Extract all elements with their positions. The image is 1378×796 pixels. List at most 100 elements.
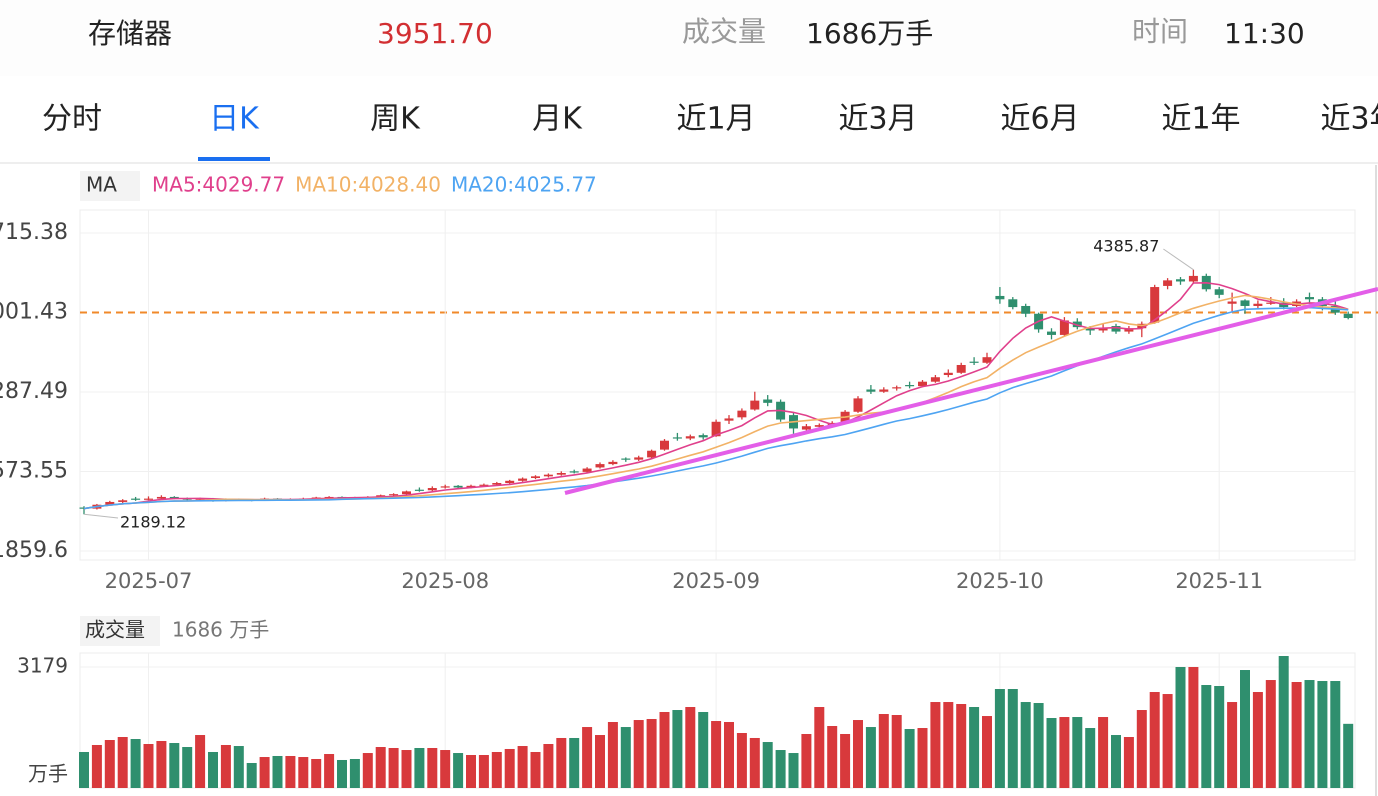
y-tick-label: 1859.6: [0, 538, 68, 563]
candle-body: [453, 485, 463, 488]
volume-bar: [917, 728, 928, 788]
tab[interactable]: 周K: [370, 102, 421, 137]
volume-bar: [1085, 728, 1096, 788]
volume-bar: [582, 727, 593, 788]
candle-body: [660, 440, 669, 450]
candle-body: [930, 377, 940, 382]
volume-bar: [659, 711, 670, 788]
annotation-leader: [83, 513, 119, 519]
volume-bar: [724, 722, 734, 788]
volume-bar: [504, 748, 515, 788]
volume-bar: [1201, 685, 1212, 788]
volume-bar: [1317, 681, 1328, 788]
candle-body: [131, 498, 141, 500]
legend-box: [80, 616, 160, 646]
volume-bar: [1123, 736, 1134, 788]
time-value: 11:30: [1224, 17, 1305, 50]
volume-bar: [620, 727, 631, 788]
volume-title: 成交量: [85, 618, 145, 642]
candle-body: [1059, 320, 1069, 335]
volume-bar: [220, 744, 231, 788]
volume-bar: [956, 704, 967, 788]
tab[interactable]: 近3月: [838, 102, 917, 137]
candle-body: [995, 295, 1005, 300]
volume-bar: [79, 751, 89, 788]
trend-line: [564, 287, 1378, 495]
candle-body: [1098, 328, 1108, 331]
volume-bar: [1046, 718, 1057, 788]
volume-bar: [530, 751, 541, 788]
x-tick-label: 2025-09: [672, 569, 760, 593]
volume-bar: [801, 733, 812, 788]
volume-bar: [1214, 685, 1225, 788]
candle-body: [1150, 287, 1160, 323]
candle-body: [621, 458, 631, 460]
candle-body: [1008, 299, 1018, 308]
time-label: 时间: [1132, 15, 1188, 48]
volume-bar: [285, 755, 296, 788]
volume-bar: [865, 727, 876, 788]
legend-label: MA: [86, 173, 117, 197]
candle-body: [608, 461, 618, 465]
candle-body: [969, 361, 979, 363]
stock-name: 存储器: [88, 17, 172, 50]
candle-body: [582, 468, 592, 472]
volume-bar: [117, 736, 128, 788]
volume-bar: [556, 737, 567, 788]
volume-bar: [1291, 682, 1302, 788]
candle-body: [737, 410, 747, 418]
volume-bar: [1265, 680, 1276, 788]
candle-body: [1227, 301, 1237, 304]
candle-body: [853, 398, 863, 412]
candle-body: [414, 489, 424, 491]
candle-body: [1021, 305, 1031, 314]
candle-body: [879, 389, 889, 392]
volume-bar: [1278, 656, 1289, 788]
candle-body: [698, 435, 708, 438]
volume-bar: [711, 721, 722, 788]
volume-bar: [414, 747, 425, 788]
volume-bar: [246, 762, 257, 788]
x-tick-label: 2025-11: [1175, 569, 1263, 593]
tab[interactable]: 日K: [209, 102, 260, 137]
tab[interactable]: 近3年: [1320, 102, 1378, 137]
tab[interactable]: 分时: [42, 102, 102, 137]
volume-bar: [1033, 703, 1044, 788]
candle-body: [1266, 302, 1276, 304]
candle-body: [1305, 297, 1314, 300]
x-tick-label: 2025-08: [401, 569, 489, 593]
candle-body: [685, 436, 695, 439]
candle-body: [105, 501, 115, 505]
volume-bar: [169, 743, 180, 788]
volume-bar: [1098, 717, 1109, 788]
volume-bar: [1149, 692, 1160, 788]
candle-body: [750, 400, 760, 410]
candle-body: [866, 389, 876, 392]
volume-bar: [1252, 692, 1263, 788]
volume-bar: [969, 707, 980, 788]
candle-body: [492, 483, 502, 485]
volume-bar: [891, 715, 902, 788]
candle-body: [1188, 275, 1198, 282]
price-frame: [79, 209, 1356, 561]
volume-bar: [982, 716, 992, 788]
volume-bar: [633, 720, 644, 788]
y-tick-label: 4715.38: [0, 220, 68, 245]
candle-body: [389, 494, 399, 496]
volume-bar: [814, 707, 825, 788]
volume-bar: [853, 720, 863, 788]
volume-bar: [672, 710, 683, 788]
volume-bar: [1020, 702, 1031, 788]
tab[interactable]: 月K: [532, 102, 583, 137]
volume-bar: [362, 753, 373, 788]
candle-body: [595, 464, 605, 468]
tab[interactable]: 近6月: [1000, 102, 1079, 137]
volume-bar: [1304, 680, 1315, 788]
volume-bar: [233, 746, 244, 788]
volume-bar: [1188, 667, 1199, 788]
tab[interactable]: 近1月: [676, 102, 755, 137]
volume-bar: [878, 714, 889, 788]
tab[interactable]: 近1年: [1161, 102, 1240, 137]
volume-bar: [827, 725, 838, 788]
volume-bar: [427, 747, 438, 788]
